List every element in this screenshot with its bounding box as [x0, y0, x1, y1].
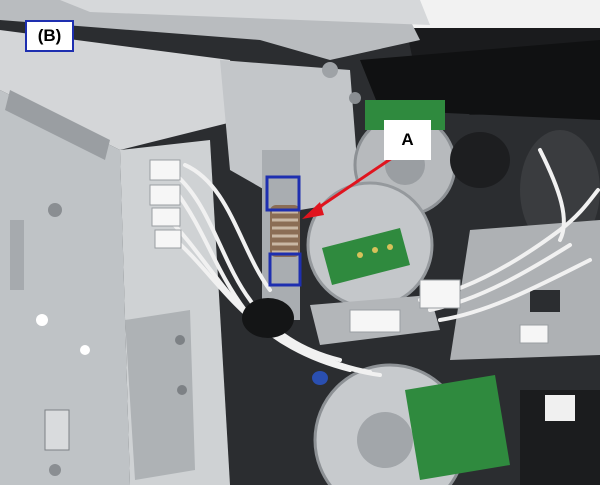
screw: [175, 335, 185, 345]
solder-point: [357, 252, 363, 258]
top-rail: [60, 0, 430, 25]
spring: [270, 205, 300, 257]
screw: [48, 203, 62, 217]
solder-point: [372, 247, 378, 253]
blue-clip: [312, 371, 328, 385]
plate-slot: [530, 290, 560, 312]
arrow-icon: [302, 156, 393, 219]
left-side-panel: [0, 90, 130, 485]
screw: [322, 62, 338, 78]
screw-hole: [80, 345, 90, 355]
solder-point: [387, 244, 393, 250]
screw: [49, 464, 61, 476]
white-connector: [545, 395, 575, 421]
lower-dark-part: [520, 390, 600, 485]
cable-bundle-right: [520, 130, 600, 250]
metal-tab: [10, 220, 24, 290]
mid-pcb: [322, 228, 410, 285]
screw: [177, 385, 187, 395]
view-label: (B): [25, 20, 74, 52]
panel-fold: [5, 90, 110, 160]
lower-hook-marker: [268, 252, 302, 287]
center-chassis: [220, 60, 360, 210]
gear: [450, 132, 510, 188]
screw: [349, 92, 361, 104]
upper-hook-marker: [265, 175, 301, 212]
callout-label: A: [384, 120, 431, 160]
lower-pcb: [405, 375, 510, 480]
ferrite-core: [242, 298, 294, 338]
lower-motor-hub: [357, 412, 413, 468]
metal-tab: [44, 409, 70, 451]
screw-hole: [36, 314, 48, 326]
connectors: [149, 159, 549, 344]
bracket: [125, 310, 195, 480]
